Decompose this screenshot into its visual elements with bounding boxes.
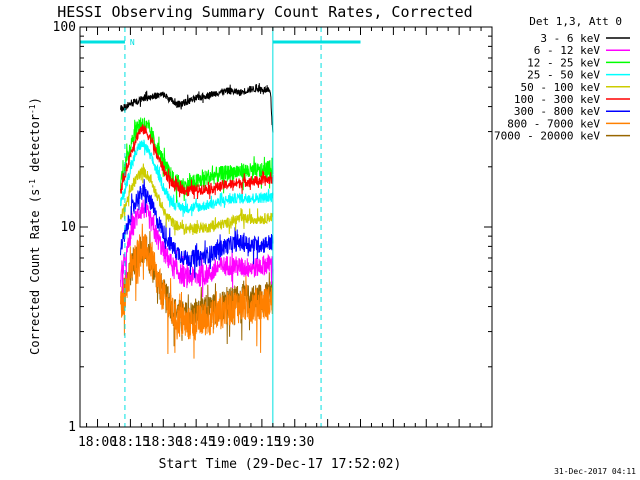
y-label-sup2: -1 xyxy=(28,104,37,114)
series-layer xyxy=(120,83,274,359)
n-label: N xyxy=(130,38,135,47)
y-tick-label: 100 xyxy=(53,20,76,35)
series-3-6-kev xyxy=(120,83,274,133)
y-tick-label: 10 xyxy=(60,220,76,235)
x-tick-label: 18:00 xyxy=(78,435,117,450)
x-tick-label: 19:30 xyxy=(275,435,314,450)
chart-title: HESSI Observing Summary Count Rates, Cor… xyxy=(57,3,472,21)
x-tick-label: 19:15 xyxy=(242,435,281,450)
x-tick-label: 18:30 xyxy=(144,435,183,450)
y-axis-label: Corrected Count Rate (s-1 detector-1) xyxy=(28,97,43,355)
y-label-sup1: -1 xyxy=(28,179,37,189)
series-300-800-kev xyxy=(120,179,274,279)
legend-label: 25 - 50 keV xyxy=(527,69,600,82)
series-50-100-kev xyxy=(120,163,274,236)
y-label-main: Corrected Count Rate (s xyxy=(28,189,42,355)
legend-label: 7000 - 20000 keV xyxy=(494,130,600,143)
x-tick-label: 19:00 xyxy=(209,435,248,450)
legend-label: 3 - 6 keV xyxy=(540,32,600,45)
legend-label: 300 - 800 keV xyxy=(514,105,600,118)
series-800-7000-kev xyxy=(120,223,274,359)
x-tick-label: 18:45 xyxy=(177,435,216,450)
legend-label: 12 - 25 keV xyxy=(527,56,600,69)
legend-label: 800 - 7000 keV xyxy=(507,117,600,130)
y-tick-label: 1 xyxy=(68,420,76,435)
legend-title: Det 1,3, Att 0 xyxy=(529,15,622,28)
series-25-50-kev xyxy=(120,139,274,217)
legend-label: 100 - 300 keV xyxy=(514,93,600,106)
y-label-mid: detector xyxy=(28,114,42,179)
legend-label: 50 - 100 keV xyxy=(521,81,601,94)
x-axis-label: Start Time (29-Dec-17 17:52:02) xyxy=(159,457,402,472)
x-tick-label: 18:15 xyxy=(111,435,150,450)
y-label-end: ) xyxy=(28,97,42,104)
series-100-300-kev xyxy=(120,124,274,200)
footer-date: 31-Dec-2017 04:11 xyxy=(554,467,636,476)
legend-label: 6 - 12 keV xyxy=(534,44,601,57)
y-axis: 1 10 100 xyxy=(53,20,492,435)
